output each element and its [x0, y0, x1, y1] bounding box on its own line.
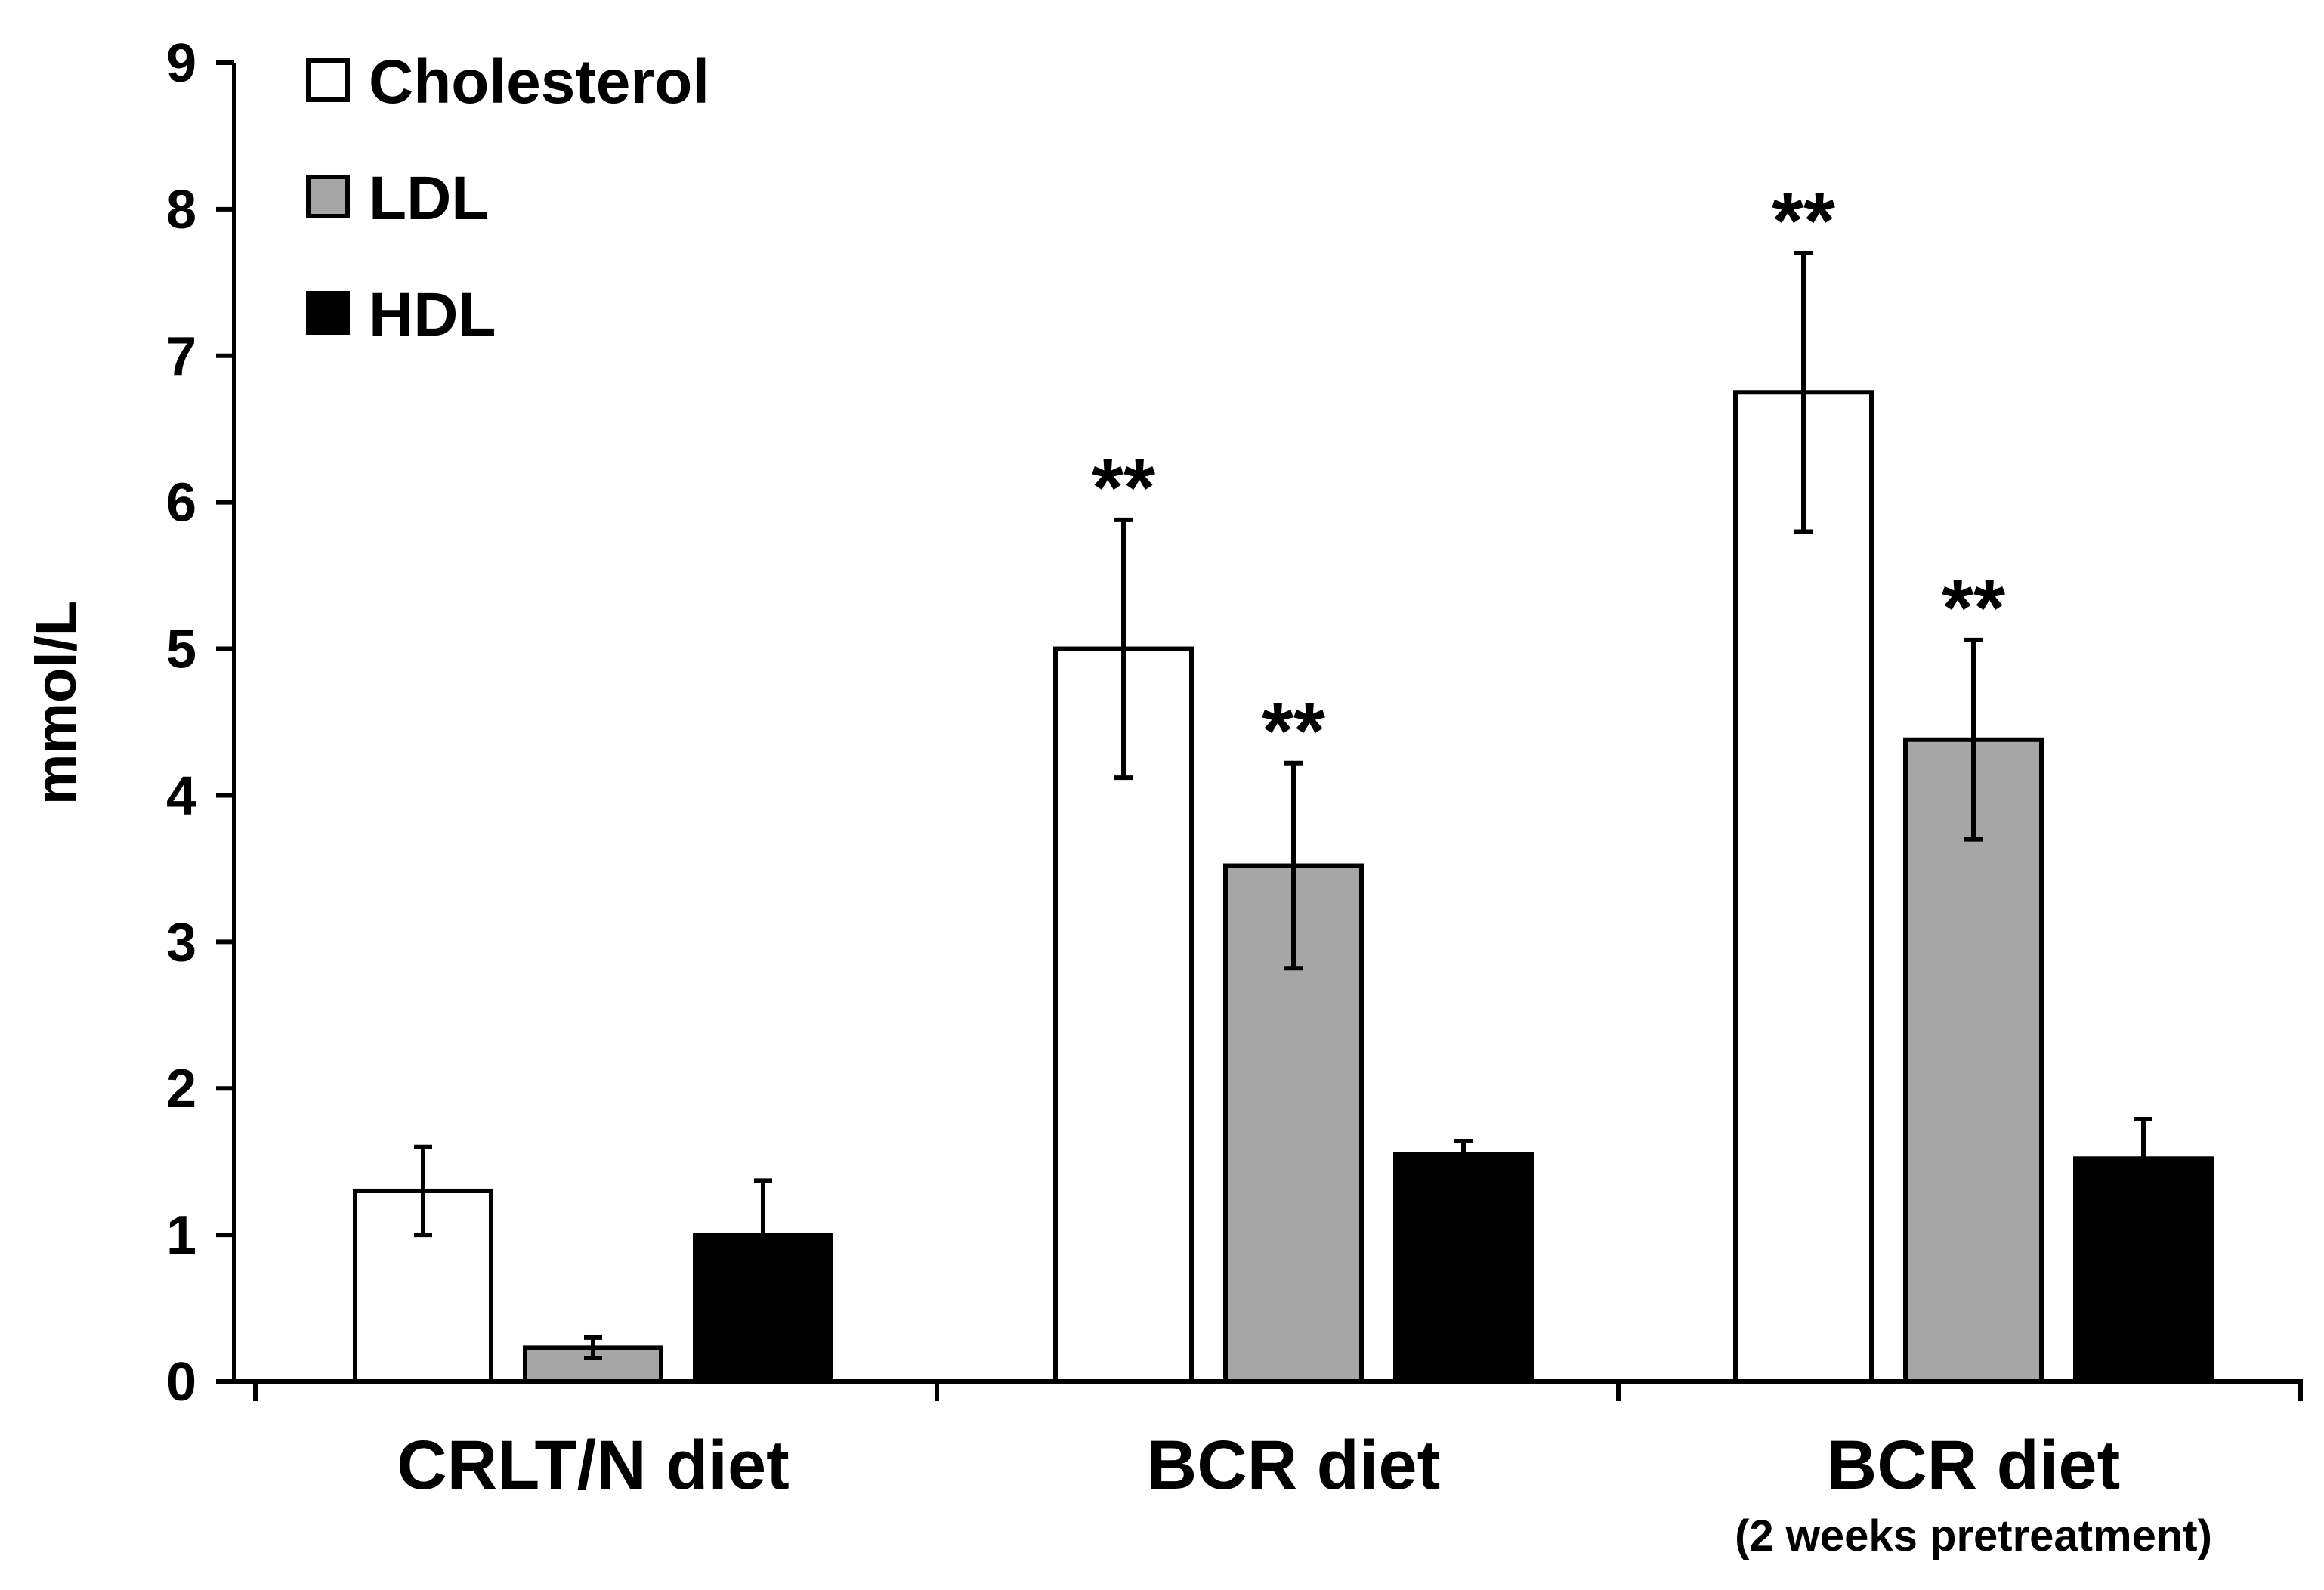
y-tick-label: 7 — [166, 326, 196, 387]
category-label-crlt-n: CRLT/N diet — [397, 1427, 790, 1504]
significance-marker: ** — [1942, 561, 2005, 653]
y-tick-label: 8 — [166, 180, 196, 240]
category-label-bcr: BCR diet — [1147, 1427, 1440, 1504]
y-axis-label: mmol/L — [24, 601, 88, 805]
y-tick-label: 2 — [166, 1059, 196, 1119]
y-tick-label: 0 — [166, 1352, 196, 1412]
legend-swatch-ldl — [306, 175, 350, 218]
bar-hdl — [1393, 1152, 1534, 1384]
y-tick-label: 4 — [166, 766, 196, 826]
legend-swatch-cholesterol — [306, 58, 350, 102]
legend: Cholesterol LDL HDL — [306, 48, 709, 349]
category-label-bcr-pretreatment: BCR diet — [1827, 1427, 2120, 1504]
bar-cholesterol — [1733, 390, 1874, 1384]
significance-marker: ** — [1772, 175, 1835, 266]
bar-cholesterol — [353, 1188, 493, 1384]
y-tick-label: 5 — [166, 620, 196, 680]
y-tick-label: 6 — [166, 473, 196, 534]
y-tick-label: 9 — [166, 33, 196, 94]
plot-area: 0 1 2 3 4 5 6 7 8 9 ** ** ** ** — [166, 33, 2303, 1412]
legend-label-cholesterol: Cholesterol — [369, 48, 709, 116]
legend-label-hdl: HDL — [369, 280, 496, 349]
significance-marker: ** — [1092, 441, 1155, 533]
legend-label-ldl: LDL — [369, 164, 489, 233]
y-tick-label: 3 — [166, 912, 196, 973]
y-tick-label: 1 — [166, 1205, 196, 1266]
legend-swatch-hdl — [306, 291, 350, 335]
significance-marker: ** — [1262, 685, 1325, 776]
category-sublabel-pretreatment: (2 weeks pretreatment) — [1735, 1511, 2212, 1561]
